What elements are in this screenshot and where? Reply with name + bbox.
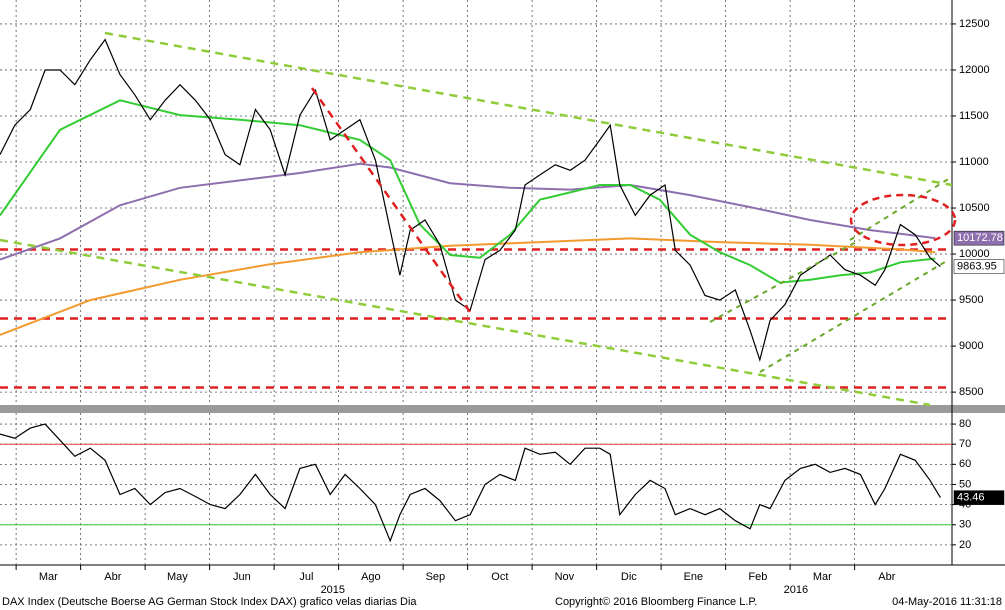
y-tick-label: 80: [959, 418, 971, 430]
x-tick-label: May: [167, 571, 188, 583]
series-line: [0, 38, 941, 363]
highlight-ellipse: [849, 193, 957, 247]
y-tick-label: 11000: [959, 156, 989, 168]
year-label: 2016: [784, 584, 808, 596]
x-tick-label: Dic: [621, 571, 637, 583]
price-tag-label: 10172.78: [957, 232, 1003, 244]
price-tag-label: 9863.95: [957, 260, 997, 272]
y-tick-label: 30: [959, 519, 971, 531]
price-tag: [953, 230, 1005, 246]
trendline: [709, 239, 861, 323]
x-tick-label: Feb: [748, 571, 767, 583]
y-tick-label: 11500: [959, 110, 989, 122]
y-tick-label: 20: [959, 539, 971, 551]
x-tick-label: Abr: [104, 571, 121, 583]
footer-right: 04-May-2016 11:31:18: [892, 596, 1002, 608]
x-tick-label: Sep: [426, 571, 446, 583]
series-line: [0, 162, 936, 261]
x-tick-label: Jul: [299, 571, 313, 583]
y-tick-label: 10000: [959, 248, 990, 260]
series-line: [0, 423, 941, 543]
x-tick-label: Mar: [813, 571, 832, 583]
x-tick-label: Ago: [361, 571, 381, 583]
x-tick-label: Nov: [555, 571, 575, 583]
x-tick-label: Jun: [233, 571, 251, 583]
series-line: [0, 237, 936, 336]
annotation-lines: [0, 31, 957, 407]
x-tick-label: Mar: [39, 571, 58, 583]
price-tag-label: 43.46: [957, 492, 985, 504]
x-tick-label: Abr: [878, 571, 895, 583]
y-tick-label: 50: [959, 478, 971, 490]
trendline: [104, 31, 953, 187]
y-tick-label: 10500: [959, 202, 990, 214]
x-tick-label: Oct: [491, 571, 508, 583]
footer-left: DAX Index (Deutsche Boerse AG German Sto…: [2, 596, 417, 608]
x-tick-label: Ene: [684, 571, 704, 583]
panel-separator: [0, 405, 1005, 413]
y-tick-label: 60: [959, 458, 971, 470]
y-tick-label: 9000: [959, 340, 983, 352]
y-tick-label: 12000: [959, 64, 990, 76]
series-line: [0, 99, 936, 284]
y-tick-label: 70: [959, 438, 971, 450]
trendline: [310, 87, 472, 313]
y-tick-label: 12500: [959, 18, 990, 30]
price-tag: [953, 490, 1005, 505]
trendline: [0, 238, 931, 407]
year-label: 2015: [321, 584, 345, 596]
footer-center: Copyright© 2016 Bloomberg Finance L.P.: [555, 596, 757, 608]
y-tick-label: 8500: [959, 386, 983, 398]
price-tag: [953, 259, 1005, 274]
y-tick-label: 9500: [959, 294, 983, 306]
